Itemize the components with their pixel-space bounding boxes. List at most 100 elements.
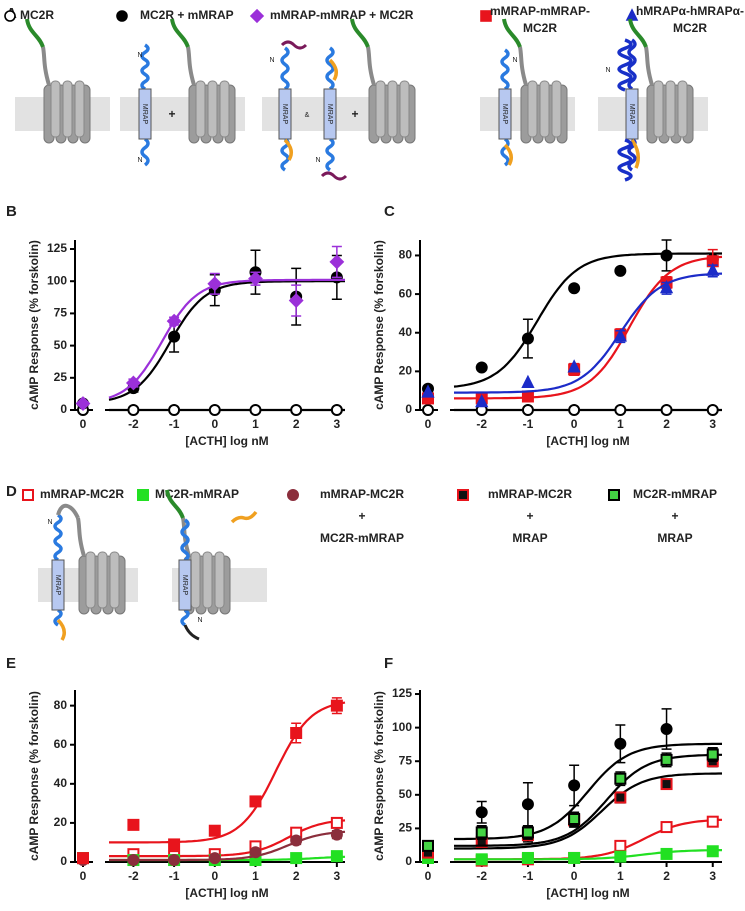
y-tick-label: 50 <box>399 787 413 801</box>
marker <box>614 791 627 804</box>
marker <box>659 280 674 294</box>
x-axis-label: [ACTH] log nM <box>546 434 629 448</box>
x-tick-label: 2 <box>663 869 670 883</box>
marker <box>475 394 489 408</box>
mrap-label: MRAP <box>54 575 61 596</box>
tail <box>503 143 513 166</box>
x-tick-label: -1 <box>169 869 180 883</box>
legend-label: + <box>358 509 365 523</box>
x-axis-label: [ACTH] log nM <box>546 886 629 900</box>
x-tick-label: 2 <box>663 417 670 431</box>
y-tick-label: 50 <box>54 338 68 352</box>
x-tick-label: 1 <box>252 417 259 431</box>
legend-label: + <box>671 509 678 523</box>
y-tick-label: 75 <box>54 306 68 320</box>
marker <box>249 846 262 859</box>
marker <box>521 826 534 839</box>
marker <box>614 772 627 785</box>
diagram-label: & <box>305 112 310 119</box>
marker <box>168 404 181 416</box>
y-tick-label: 0 <box>405 402 412 416</box>
marker <box>422 839 434 852</box>
helix <box>539 80 550 138</box>
helix <box>62 80 73 138</box>
marker <box>168 838 181 851</box>
tail <box>283 138 293 161</box>
marker <box>475 806 488 819</box>
marker <box>660 821 673 834</box>
mrap-box <box>625 88 639 140</box>
marker <box>4 10 16 22</box>
y-tick-label: 60 <box>54 737 68 751</box>
marker <box>290 404 303 416</box>
helix <box>109 551 120 609</box>
marker <box>567 359 581 373</box>
mrap-chain <box>500 137 510 167</box>
x-tick-label: 0 <box>211 417 218 431</box>
panel-label: C <box>384 203 395 220</box>
x-tick-label: 0 <box>80 869 87 883</box>
n-tail <box>25 18 45 48</box>
x-tick-label: 2 <box>293 417 300 431</box>
mrap-box <box>278 88 292 140</box>
fit-curve <box>108 278 345 399</box>
y-axis-label: cAMP Response (% forskolin) <box>27 240 41 410</box>
mrap-box <box>323 88 337 140</box>
n-tail <box>628 18 648 48</box>
marker <box>568 282 581 295</box>
y-tick-label: 20 <box>399 364 413 378</box>
marker <box>22 489 34 501</box>
helix <box>85 551 96 609</box>
helix <box>207 80 218 138</box>
marker <box>125 375 141 391</box>
legend-label: MC2R <box>673 21 707 35</box>
marker <box>127 818 140 831</box>
marker <box>249 795 262 808</box>
y-tick-label: 0 <box>405 854 412 868</box>
tail <box>230 510 258 524</box>
tail <box>328 58 338 81</box>
x-tick-label: -1 <box>169 417 180 431</box>
x-tick-label: 0 <box>80 417 87 431</box>
legend-label: mMRAP-MC2R <box>40 487 124 501</box>
mrap-chain <box>617 138 633 182</box>
y-tick-label: 40 <box>54 776 68 790</box>
helix <box>74 80 85 138</box>
linker <box>280 40 308 50</box>
panel-label: B <box>6 203 17 220</box>
diagram-label: N <box>605 67 610 74</box>
marker <box>706 262 720 276</box>
marker <box>290 834 303 847</box>
fit-curve <box>454 753 722 847</box>
marker <box>208 824 221 837</box>
legend-label: MC2R-mMRAP <box>633 487 717 501</box>
x-tick-label: 0 <box>425 869 432 883</box>
marker <box>660 722 673 735</box>
fit-curve <box>454 849 722 861</box>
x-tick-label: 1 <box>617 417 624 431</box>
legend-label: + <box>526 509 533 523</box>
marker <box>521 374 535 388</box>
mrap-label: MRAP <box>628 104 635 125</box>
marker <box>706 815 719 828</box>
mrap-chain <box>53 513 63 562</box>
x-tick-label: 1 <box>252 869 259 883</box>
marker <box>608 489 620 501</box>
mrap-chain <box>53 608 63 627</box>
mrap-chain <box>500 48 510 91</box>
mrap-label: MRAP <box>141 104 148 125</box>
loop <box>76 517 86 557</box>
marker <box>330 816 343 829</box>
marker <box>329 254 345 270</box>
x-tick-label: -2 <box>128 417 139 431</box>
helix <box>202 551 213 609</box>
loop <box>181 517 191 557</box>
marker <box>475 853 488 866</box>
marker <box>421 384 435 398</box>
marker <box>457 489 469 501</box>
n-tail <box>350 18 370 48</box>
n-tail <box>165 489 185 519</box>
x-tick-label: -2 <box>476 869 487 883</box>
diagram-label: N <box>197 617 202 624</box>
